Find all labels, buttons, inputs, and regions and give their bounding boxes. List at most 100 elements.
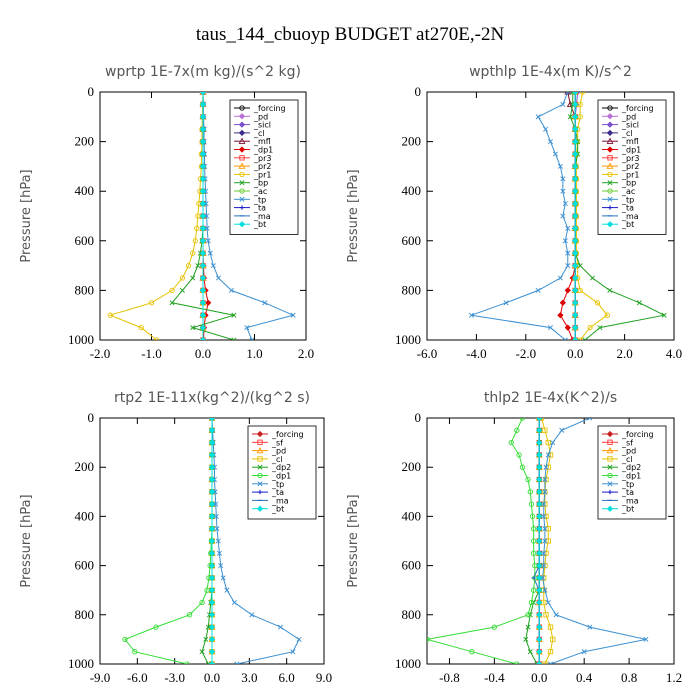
data-point (208, 418, 216, 422)
data-point (536, 562, 543, 569)
legend-label: _forcing (621, 430, 654, 439)
legend-label: _dp1 (621, 472, 641, 481)
legend-marker (239, 105, 245, 111)
legend-box (247, 425, 317, 520)
data-point (215, 538, 221, 544)
data-point (208, 636, 216, 643)
x-tick-label: -2.0 (90, 346, 111, 361)
data-point (559, 427, 565, 433)
data-point (529, 513, 536, 520)
legend-entry: _ta (252, 488, 284, 497)
data-point (572, 175, 579, 182)
legend-label: _dp1 (271, 472, 291, 481)
data-point (199, 175, 207, 182)
legend-marker (607, 464, 613, 470)
x-tick-label: 0.4 (576, 670, 593, 685)
data-point (536, 525, 543, 532)
legend-marker (238, 121, 246, 128)
data-point (208, 427, 216, 434)
legend-marker (256, 446, 264, 454)
legend-label: _bt (621, 220, 634, 229)
data-point (531, 526, 537, 532)
legend-entry: _ma (602, 212, 639, 221)
data-point (636, 300, 642, 306)
panels-container: wprtp 1E-7x(m kg)/(s^2 kg) Pressure [hPa]… (19, 64, 682, 685)
data-point (199, 188, 207, 195)
series_tp (540, 418, 649, 664)
legend-label: _bt (271, 505, 284, 514)
data-point (543, 126, 549, 132)
legend-entry: _ac (234, 187, 267, 196)
data-point (199, 299, 207, 306)
y-tick-label: 200 (75, 459, 95, 474)
data-point (536, 636, 543, 643)
data-point (491, 624, 498, 630)
y-tick-label: 200 (402, 459, 422, 474)
data-point (199, 150, 207, 158)
y-tick-label: 600 (402, 558, 422, 573)
data-point (552, 151, 558, 157)
data-point (208, 648, 216, 655)
figure-title: taus_144_cbuoyp BUDGET at270E,-2N (196, 24, 505, 45)
data-point (523, 636, 529, 642)
legend-entry: _forcing (234, 104, 286, 113)
legend-label: _dp1 (253, 146, 273, 155)
y-tick-label: 200 (402, 134, 422, 149)
data-point (536, 599, 543, 606)
legend-marker (238, 137, 246, 144)
data-point (527, 489, 533, 495)
data-point (208, 513, 216, 520)
legend: _forcing_sf_pd_cl_dp2_dp1_tp_ta_ma_bt (247, 425, 317, 520)
legend-entry: _dp1 (602, 146, 641, 155)
data-point (536, 660, 543, 664)
y-tick-label: 1000 (68, 332, 94, 347)
data-point (542, 661, 548, 664)
legend-entry: _cl (602, 129, 633, 138)
data-point (536, 464, 543, 471)
series-line_dp1 (427, 418, 536, 664)
data-point (572, 212, 579, 220)
data-point (244, 325, 250, 331)
data-point (179, 287, 185, 293)
y-tick-label: 800 (402, 282, 422, 297)
data-point (567, 114, 573, 120)
data-point (208, 451, 216, 459)
y-tick-label: 800 (402, 607, 422, 622)
data-point (527, 649, 533, 655)
legend-entry: _sf (602, 438, 633, 447)
data-point (541, 513, 547, 519)
legend-marker (238, 146, 246, 153)
legend-label: _pd (621, 112, 636, 121)
legend-entry: _cl (234, 129, 265, 138)
y-tick-label: 600 (75, 558, 95, 573)
data-point (427, 636, 430, 643)
data-point (531, 538, 537, 544)
legend-entry: _ma (602, 496, 639, 505)
data-point (553, 612, 559, 618)
data-point (545, 439, 551, 446)
y-tick-label: 600 (402, 233, 422, 248)
series_bt (572, 92, 579, 340)
y-tick-label: 400 (75, 508, 95, 523)
legend-entry: _mfl (234, 137, 271, 146)
data-point (224, 587, 230, 593)
data-point (536, 418, 543, 422)
data-point (107, 312, 113, 318)
data-point (587, 324, 593, 331)
data-point (231, 312, 237, 318)
data-point (560, 101, 566, 107)
legend-label: _bp (621, 179, 636, 188)
data-point (231, 337, 237, 340)
legend-label: _ac (621, 187, 635, 196)
data-point (199, 200, 207, 207)
legend-entry: _tp (252, 480, 284, 489)
data-point (195, 263, 201, 269)
data-point (572, 163, 579, 170)
legend-label: _ta (253, 204, 266, 213)
data-point (560, 188, 566, 194)
data-point (661, 312, 667, 318)
data-point (262, 300, 268, 306)
data-point (214, 526, 220, 532)
data-point (536, 439, 543, 446)
